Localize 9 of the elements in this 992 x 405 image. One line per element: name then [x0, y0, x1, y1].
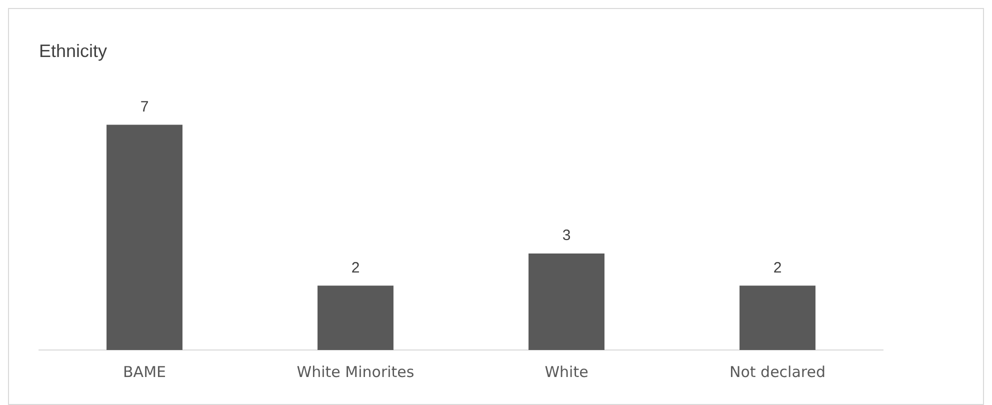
x-tick-label: Not declared [730, 362, 826, 381]
x-tick-label: BAME [123, 362, 166, 381]
x-tick-label: White [544, 362, 588, 381]
data-label: 3 [562, 227, 571, 244]
data-label: 2 [773, 259, 782, 276]
data-label: 2 [351, 259, 360, 276]
data-label: 7 [140, 98, 149, 116]
x-tick-label: White Minorites [296, 362, 414, 381]
chart-title: Ethnicity [39, 40, 108, 61]
